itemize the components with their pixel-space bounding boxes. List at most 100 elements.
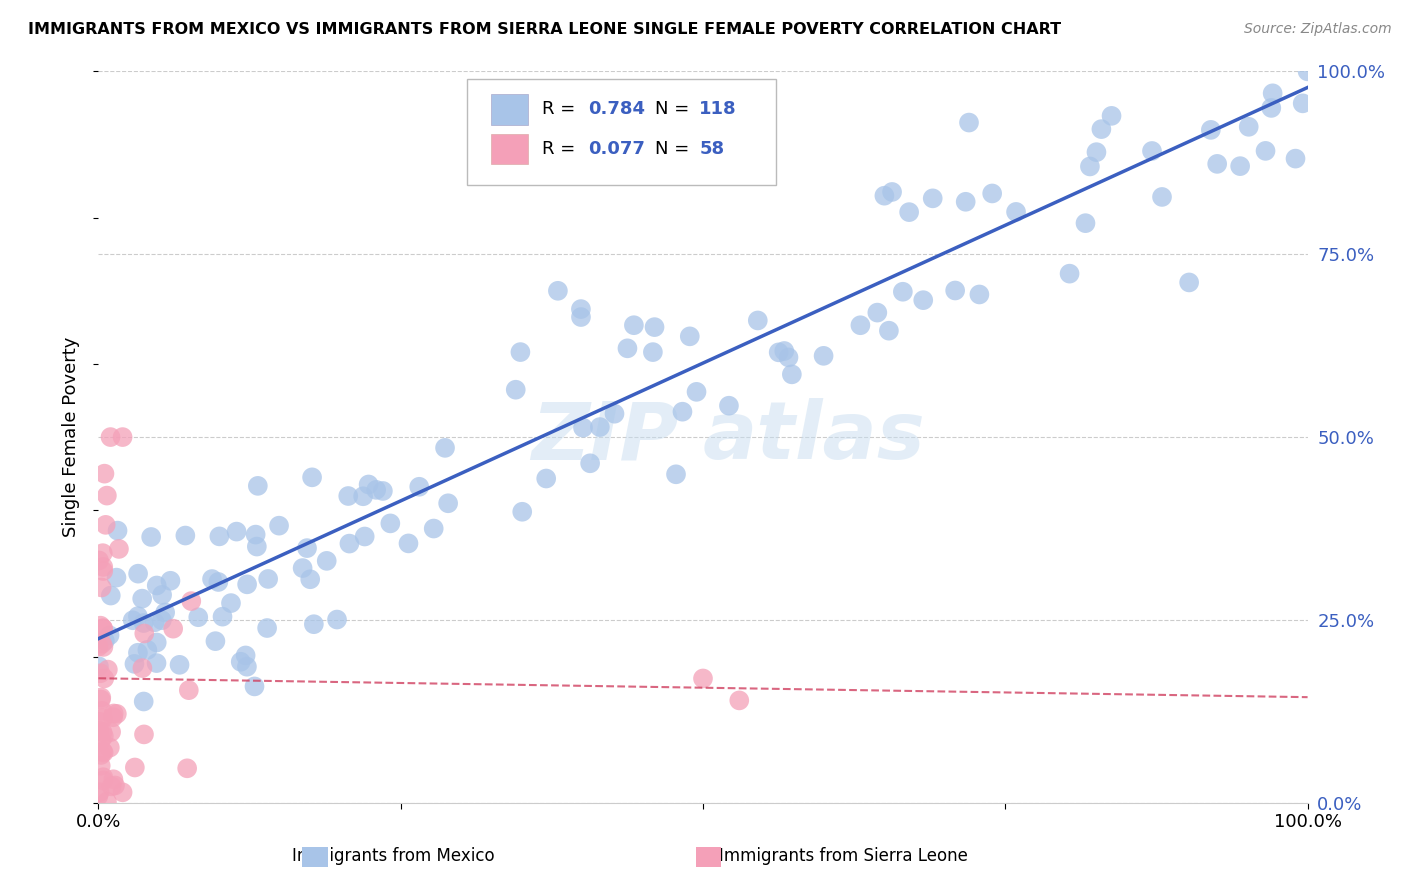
- Point: [93, 773, 115, 788]
- Point: [1292, 96, 1315, 111]
- Text: 0.077: 0.077: [588, 140, 645, 158]
- Point: [631, 152, 654, 166]
- Point: [162, 622, 184, 636]
- Point: [100, 430, 122, 444]
- Point: [256, 621, 278, 635]
- Point: [1005, 205, 1028, 219]
- Point: [89, 618, 111, 632]
- Point: [93, 467, 115, 481]
- Point: [187, 610, 209, 624]
- Point: [955, 194, 977, 209]
- Point: [243, 680, 266, 694]
- Point: [90, 733, 112, 747]
- Point: [510, 505, 533, 519]
- Text: 0.784: 0.784: [588, 101, 645, 119]
- Point: [898, 205, 921, 219]
- Point: [131, 661, 153, 675]
- Point: [145, 635, 167, 649]
- Point: [90, 747, 112, 762]
- Point: [90, 758, 112, 772]
- Point: [103, 706, 125, 721]
- Point: [101, 710, 124, 724]
- Point: [943, 284, 966, 298]
- Point: [1237, 120, 1260, 134]
- Point: [1199, 123, 1222, 137]
- Point: [849, 318, 872, 333]
- Point: [589, 420, 612, 434]
- Point: [768, 345, 790, 359]
- Point: [87, 789, 110, 803]
- Bar: [492, 134, 527, 164]
- Point: [91, 564, 114, 578]
- Point: [134, 626, 156, 640]
- Point: [366, 483, 388, 497]
- Point: [969, 287, 991, 301]
- Point: [89, 714, 111, 729]
- FancyBboxPatch shape: [467, 78, 776, 185]
- Point: [302, 617, 325, 632]
- Point: [422, 522, 444, 536]
- Point: [98, 628, 121, 642]
- Point: [1206, 157, 1229, 171]
- Point: [208, 529, 231, 543]
- Point: [204, 634, 226, 648]
- Text: ZIP: ZIP: [531, 398, 679, 476]
- Point: [132, 615, 155, 630]
- Point: [337, 489, 360, 503]
- Point: [295, 541, 318, 555]
- Point: [957, 115, 980, 129]
- Point: [245, 527, 267, 541]
- Point: [235, 648, 257, 663]
- Text: R =: R =: [543, 101, 581, 119]
- Point: [131, 591, 153, 606]
- Point: [107, 524, 129, 538]
- Point: [150, 613, 173, 627]
- Point: [145, 578, 167, 592]
- Point: [509, 345, 531, 359]
- Point: [326, 613, 349, 627]
- Point: [141, 530, 163, 544]
- Point: [912, 293, 935, 308]
- Point: [100, 780, 122, 794]
- Point: [121, 613, 143, 627]
- Point: [96, 489, 118, 503]
- Point: [1150, 190, 1173, 204]
- Point: [97, 663, 120, 677]
- Point: [127, 566, 149, 581]
- Point: [877, 324, 900, 338]
- Point: [1178, 276, 1201, 290]
- Point: [339, 536, 361, 550]
- Point: [201, 572, 224, 586]
- Point: [91, 621, 114, 635]
- Y-axis label: Single Female Poverty: Single Female Poverty: [62, 337, 80, 537]
- Point: [91, 546, 114, 560]
- Point: [434, 441, 457, 455]
- Point: [91, 770, 114, 784]
- Point: [623, 318, 645, 333]
- Point: [176, 761, 198, 775]
- Point: [315, 554, 337, 568]
- Point: [352, 489, 374, 503]
- Text: N =: N =: [655, 140, 695, 158]
- Point: [1284, 152, 1306, 166]
- Point: [747, 313, 769, 327]
- Point: [105, 571, 128, 585]
- Point: [136, 643, 159, 657]
- Point: [1261, 87, 1284, 101]
- Point: [1059, 267, 1081, 281]
- Point: [236, 659, 259, 673]
- Text: Source: ZipAtlas.com: Source: ZipAtlas.com: [1244, 22, 1392, 37]
- Point: [89, 666, 111, 681]
- Point: [1085, 145, 1108, 160]
- Point: [716, 152, 738, 166]
- Point: [1296, 64, 1319, 78]
- Point: [299, 572, 322, 586]
- Point: [91, 704, 114, 718]
- Point: [398, 536, 420, 550]
- Point: [380, 516, 402, 531]
- Text: 118: 118: [699, 101, 737, 119]
- Point: [778, 351, 800, 365]
- Point: [353, 529, 375, 543]
- Point: [685, 384, 707, 399]
- Point: [357, 477, 380, 491]
